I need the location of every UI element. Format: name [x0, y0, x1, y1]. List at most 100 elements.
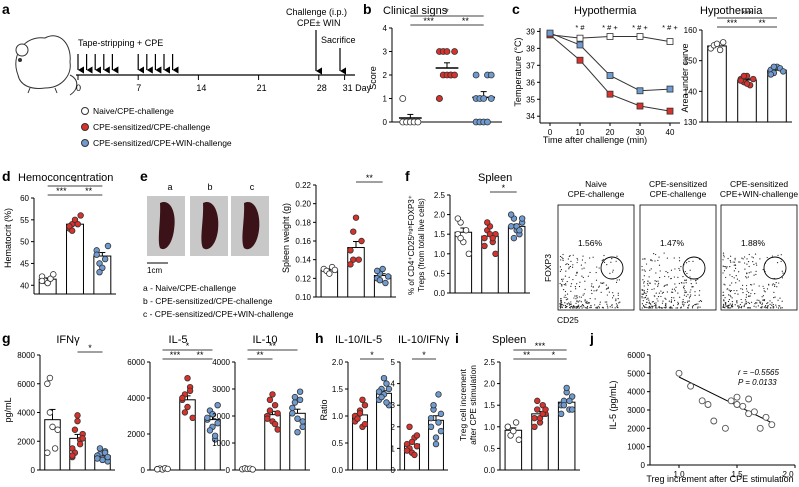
y-tick-label: 50 [20, 238, 29, 247]
panel-j-xlabel: Treg increment after CPE stimulation [646, 474, 793, 484]
panel-a: a Tape-stripping + CPE Challenge (i.p.) … [2, 1, 372, 148]
flow-event [646, 283, 649, 285]
flow-event [744, 299, 747, 301]
flow-event [565, 270, 567, 272]
flow-event [691, 306, 694, 308]
flow-event [613, 295, 615, 297]
flow-gate-percent: 1.88% [741, 238, 766, 248]
flow-event [728, 289, 730, 291]
regression-line [678, 376, 773, 424]
flow-event [561, 285, 563, 287]
flow-event [758, 299, 760, 301]
flow-event [575, 274, 577, 276]
flow-event [670, 277, 672, 280]
flow-event [723, 254, 725, 256]
flow-event [733, 277, 735, 279]
flow-event [726, 305, 728, 307]
flow-event [753, 283, 755, 285]
flow-event [665, 298, 667, 300]
y-tick-label: 160 [684, 26, 698, 35]
series-point [546, 29, 554, 37]
flow-event [668, 300, 670, 302]
data-point [382, 279, 389, 287]
flow-event [669, 307, 671, 309]
panel-i-ylabel-2: after CPE stimulation [468, 365, 478, 445]
data-point [264, 415, 271, 422]
flow-event [655, 272, 657, 274]
flow-event [748, 253, 750, 256]
data-point [44, 449, 51, 456]
flow-event [750, 283, 752, 286]
flow-event [649, 307, 652, 309]
flow-event [651, 288, 653, 291]
flow-event [649, 282, 651, 284]
flow-event [561, 306, 563, 309]
flow-event [647, 307, 649, 309]
flow-event [564, 302, 566, 304]
panel-h: h IL-10/IL-5 IL-10/IFNγ Ratio 0.0 0.5 1.0 1… [315, 330, 450, 475]
data-point [271, 402, 279, 409]
flow-event [652, 306, 654, 308]
flow-cytometry: NaiveCPE-challenge1.56%CPE-sensitizedCPE… [557, 179, 798, 311]
data-point [770, 63, 778, 70]
flow-event [689, 291, 691, 293]
panel-j-ylabel: IL-5 (pg/mL) [608, 380, 618, 429]
y-tick-label: 2.0 [484, 380, 496, 389]
series-point [606, 72, 614, 79]
panel-c: c Hypothermia Temperature (°C) Time afte… [512, 1, 792, 145]
flow-event [763, 287, 765, 290]
flow-event [724, 304, 726, 306]
y-tick-label: 2.0 [332, 358, 344, 367]
flow-event [722, 294, 724, 297]
flow-event [647, 284, 649, 286]
flow-event [748, 265, 750, 268]
data-point [687, 382, 695, 390]
flow-event [684, 301, 686, 304]
data-point [96, 445, 104, 452]
flow-event [575, 295, 577, 297]
flow-event [738, 305, 740, 307]
flow-event [677, 292, 679, 294]
data-point [507, 211, 515, 218]
flow-event [586, 305, 589, 308]
data-point [51, 445, 59, 452]
data-point [515, 436, 523, 443]
data-point [74, 412, 81, 419]
flow-event [724, 266, 727, 268]
flow-event [685, 279, 687, 282]
data-point [750, 75, 757, 83]
y-tick-label: 40 [20, 281, 29, 290]
flow-event [727, 257, 729, 260]
data-point [481, 234, 488, 242]
data-point [487, 71, 495, 79]
flow-event [754, 303, 756, 305]
flow-event [563, 304, 565, 306]
flow-event [700, 300, 703, 302]
flow-event [772, 306, 774, 308]
data-point [472, 71, 480, 79]
flow-event [586, 300, 588, 302]
timeline-tick-label: 21 [257, 83, 267, 93]
data-point [443, 48, 451, 55]
flow-event [602, 307, 604, 309]
x-tick-label: 0 [548, 128, 553, 137]
panel-c2-title: Hypothermia [700, 5, 763, 17]
sig-label: * [88, 343, 92, 353]
flow-event [729, 303, 731, 305]
flow-event [736, 278, 739, 280]
flow-event [561, 284, 563, 286]
flow-event [641, 303, 644, 305]
flow-event [778, 305, 780, 307]
panel-f-title: Spleen [478, 172, 512, 184]
flow-event [569, 265, 572, 268]
panel-h-title-1: IL-10/IL-5 [335, 334, 382, 346]
flow-event [724, 284, 726, 286]
flow-event [754, 253, 757, 255]
plot-c: 34 35 36 37 38 39 0 10 20 30 40 * # * # + * # + * # + [526, 23, 680, 137]
y-tick-label: 45 [20, 259, 29, 268]
sig-label: ** [85, 186, 93, 196]
flow-event [698, 300, 700, 303]
flow-event [664, 284, 666, 287]
